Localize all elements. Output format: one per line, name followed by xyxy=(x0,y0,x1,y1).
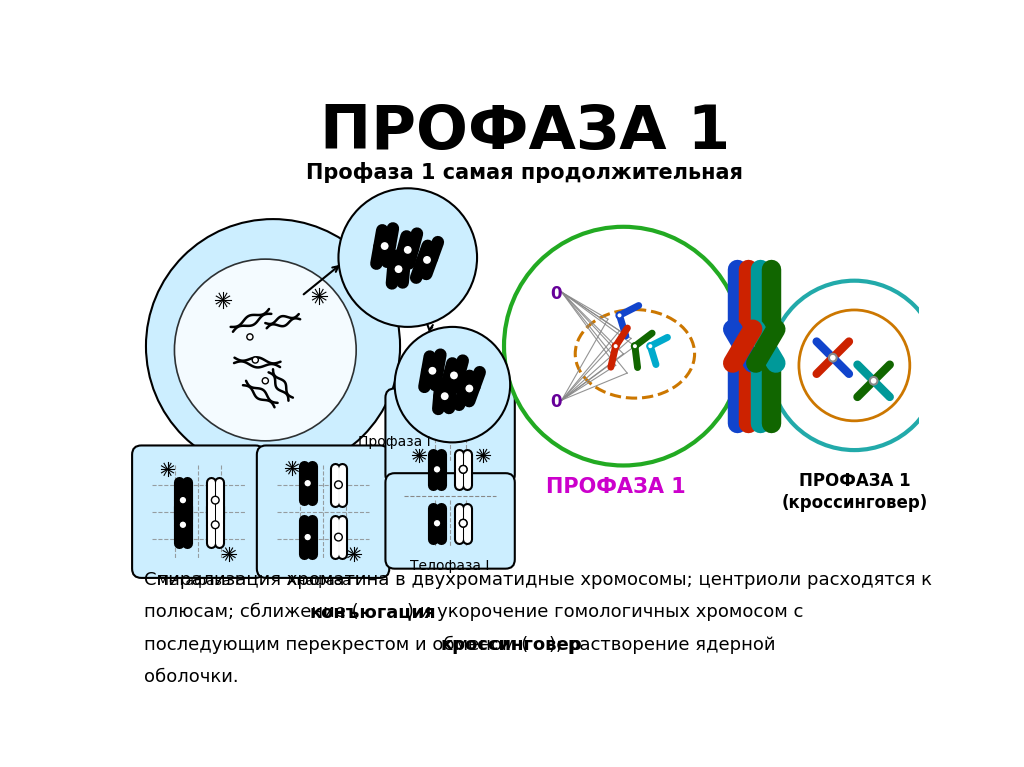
Text: ); растворение ядерной: ); растворение ядерной xyxy=(549,636,776,653)
Text: Спирализация хроматина в двухроматидные хромосомы; центриоли расходятся к: Спирализация хроматина в двухроматидные … xyxy=(144,571,933,589)
Circle shape xyxy=(612,343,618,349)
Circle shape xyxy=(869,377,878,384)
Circle shape xyxy=(440,392,450,401)
Circle shape xyxy=(394,327,510,443)
Circle shape xyxy=(433,519,441,527)
Circle shape xyxy=(460,519,467,527)
Text: Профаза I: Профаза I xyxy=(357,436,430,449)
Circle shape xyxy=(422,255,432,265)
Circle shape xyxy=(433,466,441,473)
Circle shape xyxy=(460,466,467,473)
Circle shape xyxy=(433,519,441,527)
Text: последующим перекрестом и обменом (: последующим перекрестом и обменом ( xyxy=(144,636,528,654)
FancyBboxPatch shape xyxy=(132,446,264,578)
Circle shape xyxy=(460,466,467,473)
Circle shape xyxy=(174,259,356,441)
Circle shape xyxy=(262,377,268,384)
Circle shape xyxy=(504,227,742,466)
Text: оболочки.: оболочки. xyxy=(144,668,239,686)
Circle shape xyxy=(380,242,389,251)
Circle shape xyxy=(335,533,342,541)
Circle shape xyxy=(829,354,837,361)
Circle shape xyxy=(247,334,253,340)
Text: ПРОФАЗА 1: ПРОФАЗА 1 xyxy=(546,477,685,497)
Circle shape xyxy=(403,245,413,255)
Circle shape xyxy=(450,370,459,380)
Text: ПРОФАЗА 1: ПРОФАЗА 1 xyxy=(319,103,730,162)
Circle shape xyxy=(428,366,437,375)
Circle shape xyxy=(211,521,219,528)
Circle shape xyxy=(211,496,219,504)
Circle shape xyxy=(433,466,441,473)
Circle shape xyxy=(632,343,638,349)
FancyBboxPatch shape xyxy=(257,446,389,578)
Circle shape xyxy=(335,481,342,489)
FancyBboxPatch shape xyxy=(385,473,515,568)
Circle shape xyxy=(394,265,403,274)
Text: Профаза 1 самая продолжительная: Профаза 1 самая продолжительная xyxy=(306,163,743,183)
Circle shape xyxy=(304,479,311,487)
Text: Анафаза I: Анафаза I xyxy=(287,574,359,588)
Text: кроссинговер: кроссинговер xyxy=(440,636,582,653)
Text: ПРОФАЗА 1
(кроссинговер): ПРОФАЗА 1 (кроссинговер) xyxy=(781,472,928,512)
Circle shape xyxy=(304,533,311,541)
Circle shape xyxy=(146,219,400,473)
Text: конъюгация: конъюгация xyxy=(309,604,436,621)
Text: ) и укорочение гомологичных хромосом с: ) и укорочение гомологичных хромосом с xyxy=(408,604,804,621)
Text: 0: 0 xyxy=(550,285,561,303)
Text: Метафаза I: Метафаза I xyxy=(158,574,240,588)
Circle shape xyxy=(616,312,623,318)
Text: полюсам; сближение (: полюсам; сближение ( xyxy=(144,604,359,621)
Text: 0: 0 xyxy=(550,393,561,410)
Circle shape xyxy=(179,496,186,504)
FancyBboxPatch shape xyxy=(385,389,515,484)
Circle shape xyxy=(770,281,939,450)
Circle shape xyxy=(465,384,474,393)
Circle shape xyxy=(339,188,477,327)
Circle shape xyxy=(460,519,467,527)
Circle shape xyxy=(252,357,258,363)
Circle shape xyxy=(179,521,186,528)
Circle shape xyxy=(647,343,653,349)
Text: Телофаза I: Телофаза I xyxy=(411,558,489,573)
